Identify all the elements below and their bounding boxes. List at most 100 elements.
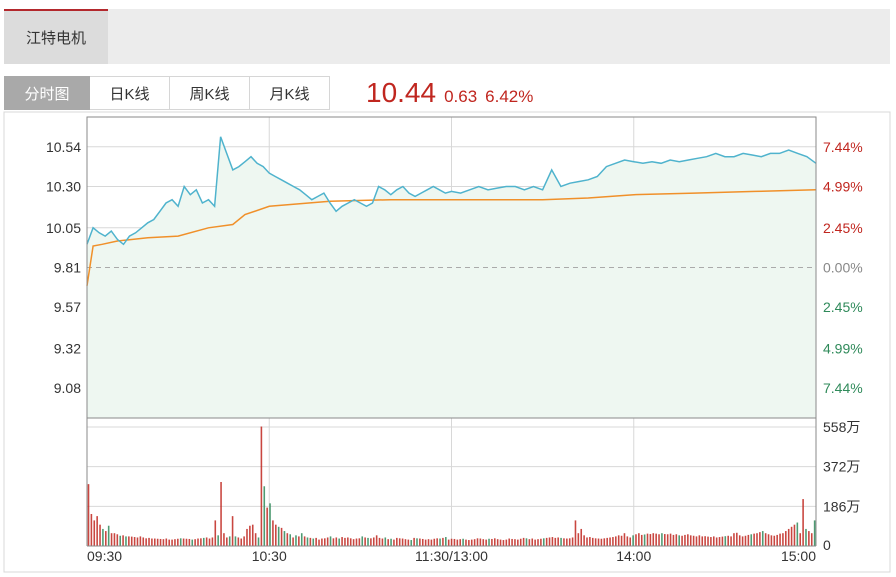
volume-bar [577, 533, 580, 546]
volume-axis: 558万 372万 186万 0 [823, 419, 860, 553]
volume-bar [341, 537, 343, 546]
volume-bar [329, 536, 332, 546]
volume-bar [750, 534, 753, 546]
volume-bar [275, 524, 277, 546]
volume-bar [684, 534, 686, 546]
volume-bar [447, 539, 450, 546]
volume-bar [476, 538, 479, 546]
volume-bar [390, 538, 392, 546]
volume-bar [289, 534, 291, 546]
volume-bar [658, 534, 660, 546]
volume-bar [813, 520, 816, 546]
volume-bar [759, 532, 761, 546]
volume-bar [387, 539, 389, 546]
volume-bar [494, 538, 496, 546]
volume-bar [168, 539, 170, 546]
volume-bar [470, 539, 473, 546]
volume-bar [574, 520, 577, 546]
volume-bar [246, 528, 248, 546]
volume-bar [424, 539, 427, 546]
volume-bar [185, 538, 188, 546]
volume-bar [269, 503, 271, 546]
volume-bar [220, 482, 222, 546]
volume-bar [251, 524, 254, 546]
volume-bar [776, 534, 778, 546]
percent-tick-label: 2.45% [823, 299, 863, 315]
time-tick-label: 14:00 [616, 548, 651, 564]
volume-bar [652, 533, 655, 546]
volume-bar [753, 533, 755, 546]
volume-bar [741, 536, 744, 546]
volume-bar [401, 538, 404, 546]
tab-monthly-k[interactable]: 月K线 [250, 76, 330, 110]
tab-intraday[interactable]: 分时图 [4, 76, 90, 110]
price-change-percent: 6.42% [485, 87, 534, 106]
volume-bar [234, 536, 237, 546]
volume-bar [347, 537, 349, 546]
volume-bar [439, 538, 441, 546]
volume-bar [96, 516, 98, 546]
volume-bar [687, 534, 689, 546]
volume-bar [231, 516, 234, 546]
volume-bar [678, 535, 680, 546]
volume-bar [407, 539, 410, 546]
volume-bar [802, 499, 804, 546]
volume-bar [773, 535, 776, 546]
volume-bar [113, 533, 116, 546]
volume-bar [384, 537, 387, 546]
volume-bar [309, 537, 312, 546]
volume-bar [200, 538, 202, 546]
volume-bar [560, 537, 562, 546]
tab-daily-k[interactable]: 日K线 [90, 76, 170, 110]
volume-bar [107, 525, 110, 546]
volume-bar [179, 538, 182, 546]
volume-bar [436, 538, 438, 546]
price-line [86, 136, 817, 246]
volume-bar [277, 526, 280, 546]
volume-bar [805, 528, 807, 546]
volume-bar [398, 538, 401, 546]
volume-bar [240, 538, 243, 546]
tab-weekly-k[interactable]: 周K线 [170, 76, 250, 110]
volume-bar [338, 538, 340, 546]
volume-bar [770, 535, 773, 546]
volume-bar [779, 533, 781, 546]
stock-tab[interactable]: 江特电机 [4, 9, 108, 64]
volume-bar [326, 537, 329, 546]
volume-bar [635, 534, 637, 546]
volume-bar [427, 539, 430, 546]
volume-bar [303, 536, 306, 546]
volume-bar [782, 533, 784, 546]
volume-bar [370, 538, 372, 546]
volume-bar [280, 527, 283, 546]
volume-bar [139, 536, 142, 546]
volume-bar [531, 538, 534, 546]
volume-bar [300, 533, 303, 546]
volume-bar [793, 524, 796, 546]
volume-tick-label: 372万 [823, 459, 860, 475]
volume-bar [404, 539, 407, 546]
volume-bar [171, 539, 173, 546]
volume-bar [456, 539, 459, 546]
volume-bar [736, 532, 738, 546]
volume-bar [640, 534, 643, 546]
volume-bar [761, 531, 764, 546]
volume-bar [182, 538, 185, 546]
volume-bar [450, 538, 453, 546]
percent-tick-label: 4.99% [823, 341, 863, 357]
volume-bar [563, 538, 565, 546]
volume-bar [568, 538, 571, 546]
volume-bar [355, 538, 358, 546]
chart-frame [3, 111, 891, 573]
volume-bar [312, 538, 315, 546]
volume-bar [701, 536, 704, 546]
price-tick-label: 9.57 [54, 299, 81, 315]
volume-bar [208, 538, 211, 546]
volume-bar [548, 537, 551, 546]
price-change: 0.63 [444, 87, 478, 106]
volume-bar [545, 537, 548, 546]
volume-bar [283, 531, 286, 546]
volume-bar [551, 537, 554, 546]
volume-bar [468, 540, 470, 546]
volume-bar [710, 537, 712, 546]
